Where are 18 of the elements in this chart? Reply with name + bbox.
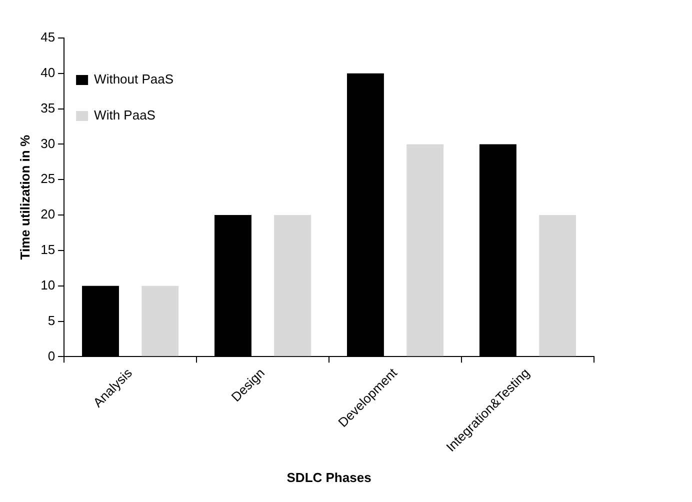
y-tick-label: 5: [48, 312, 56, 328]
y-tick-label: 10: [40, 277, 56, 292]
y-tick-label: 35: [40, 100, 56, 116]
y-tick-label: 45: [40, 30, 56, 45]
bar: [274, 215, 312, 356]
y-tick-label: 15: [40, 242, 56, 258]
bar: [539, 215, 576, 356]
y-tick-label: 40: [40, 64, 56, 80]
y-tick-label: 30: [40, 136, 56, 151]
bar: [142, 286, 179, 356]
bar: [406, 144, 444, 356]
legend-label: Without PaaS: [94, 72, 174, 87]
y-tick-label: 0: [48, 348, 56, 364]
x-axis-title: SDLC Phases: [286, 470, 372, 485]
y-tick-label: 25: [40, 171, 56, 186]
y-tick-label: 20: [40, 206, 56, 222]
legend-label: With PaaS: [94, 108, 156, 123]
y-axis-title: Time utilization in %: [17, 134, 32, 260]
